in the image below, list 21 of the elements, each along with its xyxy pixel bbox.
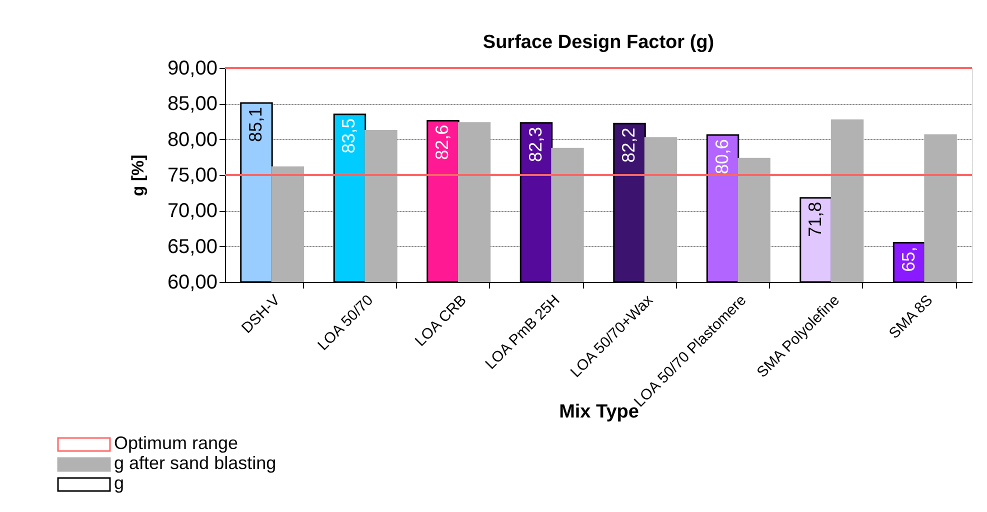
legend-label: g after sand blasting (114, 453, 276, 473)
data-label: 82,2 (618, 128, 639, 163)
y-tick-label: 75,00 (167, 164, 218, 186)
y-tick-label: 65,00 (167, 236, 218, 258)
data-label: 65, (898, 246, 918, 272)
data-label: 83,5 (338, 118, 359, 154)
data-label: 82,6 (432, 124, 452, 160)
data-label: 82,3 (525, 126, 546, 162)
chart-title: Surface Design Factor (g) (482, 32, 714, 53)
legend-label: g (114, 473, 124, 493)
x-tick-label: LOA CRB (412, 292, 470, 350)
y-tick-label: 80,00 (167, 128, 218, 151)
data-label: 71,8 (805, 202, 826, 237)
y-axis-title: g [%] (128, 154, 148, 196)
y-tick-label: 90,00 (167, 58, 218, 80)
y-tick-label: 85,00 (167, 93, 218, 116)
y-tick-label: 70,00 (167, 200, 218, 222)
legend-label: Optimum range (114, 433, 238, 453)
y-tick-label: 60,00 (167, 272, 218, 294)
data-label: 85,1 (245, 106, 266, 142)
data-label: 80,6 (712, 139, 732, 174)
